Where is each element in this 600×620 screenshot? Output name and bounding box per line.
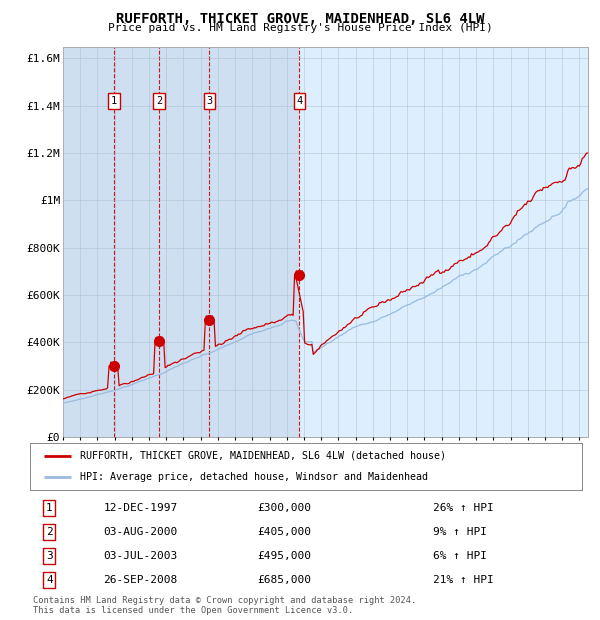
Text: 12-DEC-1997: 12-DEC-1997 bbox=[103, 503, 178, 513]
Text: Price paid vs. HM Land Registry's House Price Index (HPI): Price paid vs. HM Land Registry's House … bbox=[107, 23, 493, 33]
Text: 2: 2 bbox=[156, 96, 163, 106]
Bar bbox=[63, 46, 114, 437]
Text: 6% ↑ HPI: 6% ↑ HPI bbox=[433, 551, 487, 561]
Text: RUFFORTH, THICKET GROVE, MAIDENHEAD, SL6 4LW: RUFFORTH, THICKET GROVE, MAIDENHEAD, SL6… bbox=[116, 12, 484, 27]
Text: £300,000: £300,000 bbox=[257, 503, 311, 513]
Text: 1: 1 bbox=[46, 503, 53, 513]
Text: This data is licensed under the Open Government Licence v3.0.: This data is licensed under the Open Gov… bbox=[33, 606, 353, 614]
Bar bbox=[209, 46, 299, 437]
Text: 4: 4 bbox=[46, 575, 53, 585]
Text: £405,000: £405,000 bbox=[257, 527, 311, 537]
Bar bbox=[114, 46, 159, 437]
Text: 9% ↑ HPI: 9% ↑ HPI bbox=[433, 527, 487, 537]
Text: 26% ↑ HPI: 26% ↑ HPI bbox=[433, 503, 494, 513]
Text: 3: 3 bbox=[206, 96, 212, 106]
Bar bbox=[159, 46, 209, 437]
Text: Contains HM Land Registry data © Crown copyright and database right 2024.: Contains HM Land Registry data © Crown c… bbox=[33, 596, 416, 604]
Text: 03-AUG-2000: 03-AUG-2000 bbox=[103, 527, 178, 537]
Text: 3: 3 bbox=[46, 551, 53, 561]
Text: 1: 1 bbox=[110, 96, 117, 106]
Text: 26-SEP-2008: 26-SEP-2008 bbox=[103, 575, 178, 585]
Text: 21% ↑ HPI: 21% ↑ HPI bbox=[433, 575, 494, 585]
Text: RUFFORTH, THICKET GROVE, MAIDENHEAD, SL6 4LW (detached house): RUFFORTH, THICKET GROVE, MAIDENHEAD, SL6… bbox=[80, 451, 446, 461]
Text: 03-JUL-2003: 03-JUL-2003 bbox=[103, 551, 178, 561]
Text: HPI: Average price, detached house, Windsor and Maidenhead: HPI: Average price, detached house, Wind… bbox=[80, 472, 428, 482]
Text: £685,000: £685,000 bbox=[257, 575, 311, 585]
Text: 2: 2 bbox=[46, 527, 53, 537]
Text: 4: 4 bbox=[296, 96, 302, 106]
Text: £495,000: £495,000 bbox=[257, 551, 311, 561]
